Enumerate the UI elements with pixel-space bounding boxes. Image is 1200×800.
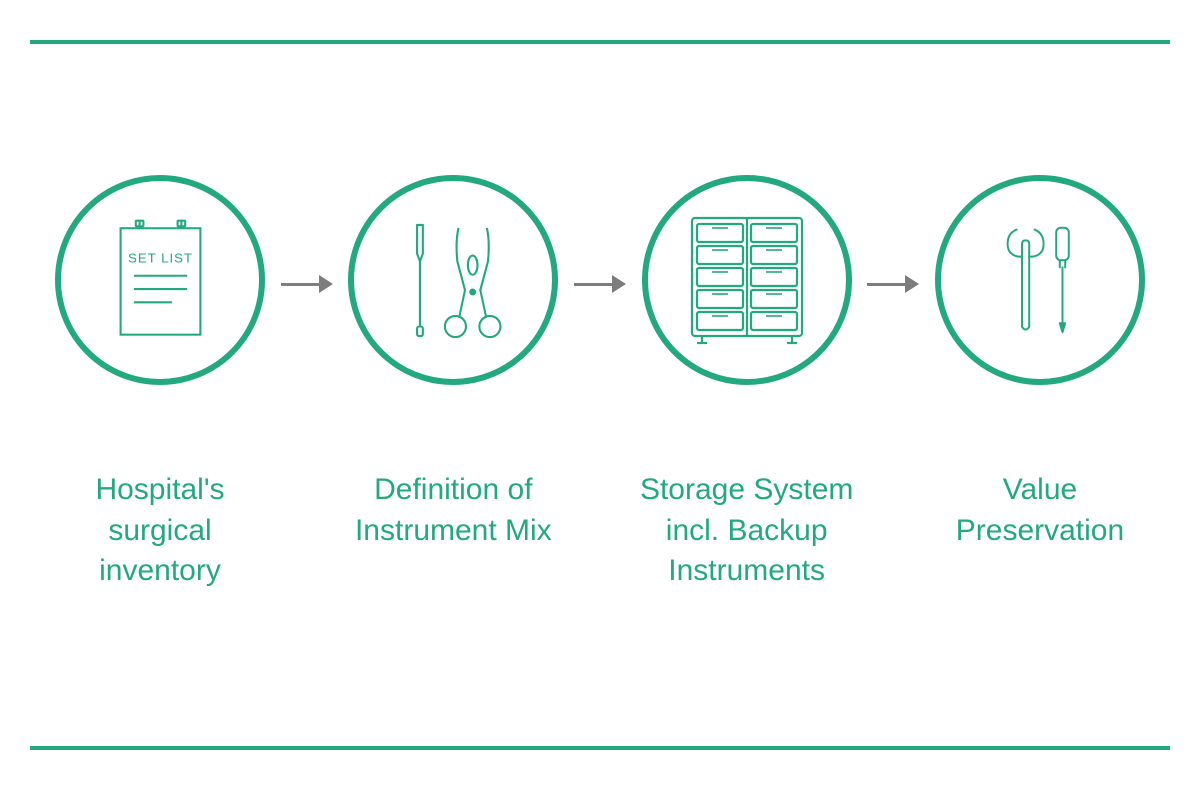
storage-rack-icon [677,210,817,350]
surgical-instruments-icon [383,210,523,350]
step-inventory: SET LIST [45,175,275,385]
clipboard-list-icon: SET LIST [90,210,230,350]
step-label-inventory: Hospital's surgical inventory [45,470,275,592]
flow-arrow [867,275,919,293]
clipboard-text: SET LIST [128,250,193,265]
bottom-rule [30,746,1170,750]
arrow-line [281,283,319,286]
arrow-head-icon [319,275,333,293]
arrow-line [574,283,612,286]
step-label-instrument-mix: Definition of Instrument Mix [338,470,568,592]
arrow-head-icon [905,275,919,293]
step-label-value-preservation: Value Preservation [925,470,1155,592]
step-label-storage: Storage System incl. Backup Instruments [632,470,862,592]
step-value-preservation [925,175,1155,385]
step-instrument-mix [338,175,568,385]
flow-arrow [574,275,626,293]
step-circle: SET LIST [55,175,265,385]
process-flow: SET LIST [45,175,1155,385]
flow-arrow [281,275,333,293]
step-storage [632,175,862,385]
step-circle [348,175,558,385]
arrow-head-icon [612,275,626,293]
tools-icon [970,210,1110,350]
step-circle [642,175,852,385]
top-rule [30,40,1170,44]
step-labels-row: Hospital's surgical inventory Definition… [45,470,1155,592]
arrow-line [867,283,905,286]
step-circle [935,175,1145,385]
